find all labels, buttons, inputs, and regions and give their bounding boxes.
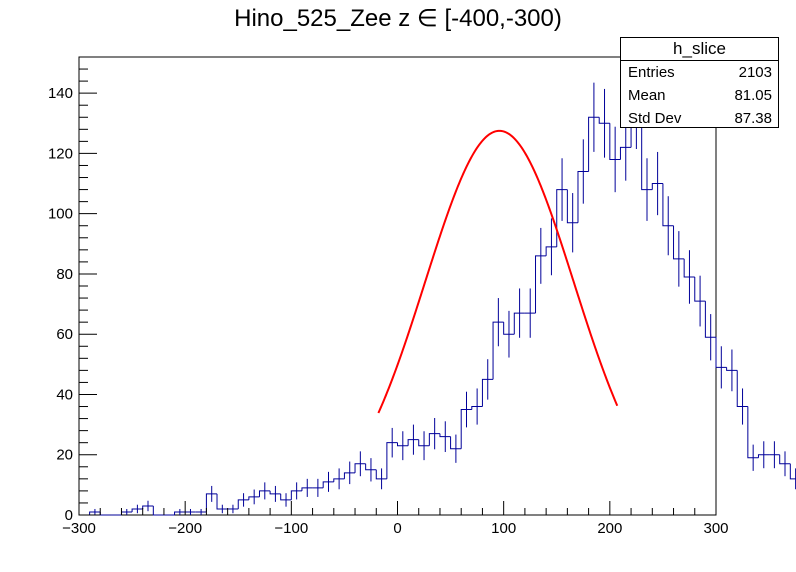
y-tick-label: 20 bbox=[56, 447, 73, 464]
histogram-bin bbox=[598, 117, 610, 124]
histogram-bin bbox=[205, 493, 218, 512]
x-tick-label: 200 bbox=[597, 520, 622, 537]
stats-key: Std Dev bbox=[628, 110, 682, 127]
histogram-bin bbox=[354, 463, 366, 473]
stats-row-stddev: Std Dev 87.38 bbox=[621, 107, 778, 130]
histogram-bin bbox=[375, 469, 387, 480]
histogram-bin bbox=[142, 505, 154, 509]
stats-row-mean: Mean 81.05 bbox=[621, 84, 778, 107]
stats-box: h_slice Entries 2103 Mean 81.05 Std Dev … bbox=[620, 37, 779, 128]
histogram-bin bbox=[269, 490, 281, 495]
histogram-bin bbox=[386, 442, 398, 479]
histogram-bin bbox=[736, 370, 748, 408]
histogram-bin bbox=[588, 116, 600, 172]
histogram-bin bbox=[535, 255, 547, 314]
y-tick-label: 40 bbox=[56, 386, 73, 403]
histogram-bin bbox=[779, 454, 791, 465]
histogram-bin bbox=[439, 433, 451, 438]
histogram-bin bbox=[450, 436, 462, 450]
histogram-bin bbox=[471, 406, 483, 410]
histogram-bin bbox=[513, 312, 525, 335]
histogram-bin bbox=[503, 322, 515, 335]
histogram-bin bbox=[258, 490, 271, 497]
y-tick-label: 120 bbox=[48, 145, 73, 162]
histogram-bin bbox=[662, 183, 674, 227]
stats-value: 87.38 bbox=[734, 110, 772, 127]
y-tick-label: 100 bbox=[48, 206, 73, 223]
histogram-bin bbox=[545, 246, 557, 256]
x-tick-label: −300 bbox=[62, 520, 96, 537]
histogram-bin bbox=[619, 146, 632, 160]
histogram-bin bbox=[322, 481, 334, 488]
histogram-bin bbox=[301, 487, 313, 491]
histogram-bin bbox=[280, 493, 292, 501]
x-tick-label: 100 bbox=[491, 520, 516, 537]
histogram-bin bbox=[747, 406, 759, 459]
histogram-bin bbox=[481, 378, 494, 407]
x-tick-label: −100 bbox=[274, 520, 308, 537]
y-tick-label: 0 bbox=[65, 507, 73, 524]
x-tick-label: −200 bbox=[168, 520, 202, 537]
histogram-bin bbox=[726, 367, 738, 371]
stats-title: h_slice bbox=[621, 38, 778, 61]
histogram-bin bbox=[609, 123, 621, 160]
histogram-bin bbox=[174, 511, 186, 515]
histogram-bin bbox=[757, 454, 770, 458]
histogram-bin bbox=[407, 439, 419, 446]
y-tick-label: 60 bbox=[56, 326, 73, 343]
histogram-bin bbox=[333, 478, 345, 482]
histogram-bin bbox=[343, 472, 356, 479]
histogram-bin bbox=[673, 225, 685, 260]
x-tick-label: 300 bbox=[703, 520, 728, 537]
y-tick-label: 140 bbox=[48, 85, 73, 102]
histogram-bin bbox=[131, 508, 143, 512]
histogram-bin bbox=[89, 511, 101, 515]
histogram-bin bbox=[789, 463, 796, 480]
stats-row-entries: Entries 2103 bbox=[621, 61, 778, 84]
histogram-bin bbox=[492, 321, 504, 380]
histogram-bin bbox=[428, 433, 440, 446]
x-tick-label: 0 bbox=[393, 520, 401, 537]
histogram-bin bbox=[397, 442, 409, 447]
stats-value: 2103 bbox=[738, 64, 772, 81]
histogram-bin bbox=[365, 463, 377, 471]
histogram-bin bbox=[715, 337, 727, 368]
histogram-bin bbox=[418, 439, 430, 447]
histogram-bin bbox=[641, 114, 653, 191]
histogram-bin bbox=[99, 511, 111, 516]
histogram-bin bbox=[704, 301, 716, 338]
stats-key: Entries bbox=[628, 64, 675, 81]
histogram-bin bbox=[683, 258, 695, 278]
fit-curve bbox=[377, 129, 619, 414]
histogram-bin bbox=[566, 189, 578, 224]
histogram-bin bbox=[152, 505, 164, 516]
histogram-bin bbox=[460, 409, 472, 449]
chart-title: Hino_525_Zee z ∈ [-400,-300) bbox=[234, 5, 562, 32]
stats-value: 81.05 bbox=[734, 87, 772, 104]
histogram-bin bbox=[237, 499, 249, 509]
stats-key: Mean bbox=[628, 87, 666, 104]
histogram-bin bbox=[290, 490, 302, 500]
histogram-bin bbox=[216, 493, 228, 510]
y-tick-label: 80 bbox=[56, 266, 73, 283]
histogram-bin bbox=[651, 183, 663, 190]
histogram-bin bbox=[694, 276, 706, 302]
histogram-bin bbox=[577, 171, 589, 223]
histogram-bin bbox=[248, 496, 260, 500]
